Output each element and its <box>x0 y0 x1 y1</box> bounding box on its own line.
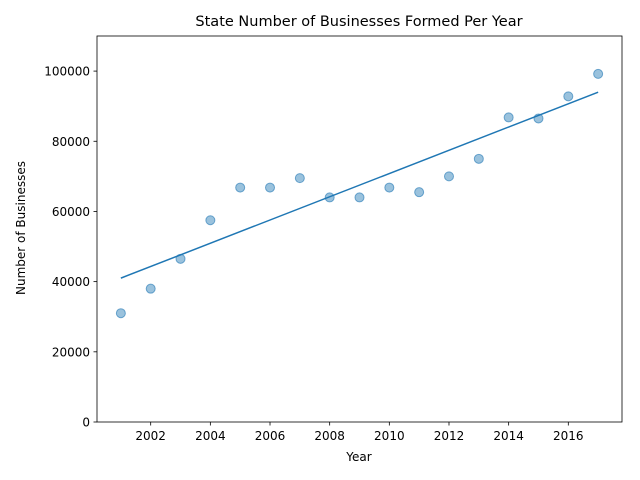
y-axis-label: Number of Businesses <box>14 161 28 295</box>
data-point-4 <box>235 182 246 193</box>
y-tick-label-4: 80000 <box>52 135 90 149</box>
data-point-1 <box>145 283 156 294</box>
y-tick-label-3: 60000 <box>52 205 90 219</box>
data-point-12 <box>473 153 484 164</box>
trend-line <box>120 91 599 279</box>
data-point-6 <box>294 173 305 184</box>
data-point-15 <box>563 91 574 102</box>
data-point-3 <box>205 215 216 226</box>
data-point-16 <box>593 68 604 79</box>
data-point-5 <box>265 182 276 193</box>
y-tick-label-1: 20000 <box>52 345 90 359</box>
plot-frame <box>96 35 623 423</box>
data-point-8 <box>354 192 365 203</box>
x-tick-label-1: 2004 <box>195 429 226 443</box>
x-tick-label-2: 2006 <box>255 429 286 443</box>
x-tick-label-5: 2012 <box>434 429 465 443</box>
x-tick-label-0: 2002 <box>135 429 166 443</box>
x-tick-label-7: 2016 <box>553 429 584 443</box>
x-tick-label-4: 2010 <box>374 429 405 443</box>
data-point-9 <box>384 182 395 193</box>
y-tick-label-2: 40000 <box>52 275 90 289</box>
x-axis-label: Year <box>345 450 371 464</box>
y-tick-label-0: 0 <box>82 416 90 430</box>
y-tick-label-5: 100000 <box>44 65 90 79</box>
plot-area: 2002 2004 2006 2008 2010 2012 2014 2016 0 20000 40… <box>44 35 623 443</box>
chart-title: State Number of Businesses Formed Per Ye… <box>195 14 522 30</box>
data-point-13 <box>503 112 514 123</box>
data-point-10 <box>414 187 425 198</box>
data-point-0 <box>115 308 126 319</box>
x-tick-label-6: 2014 <box>493 429 524 443</box>
x-tick-label-3: 2008 <box>314 429 345 443</box>
data-point-11 <box>443 171 454 182</box>
